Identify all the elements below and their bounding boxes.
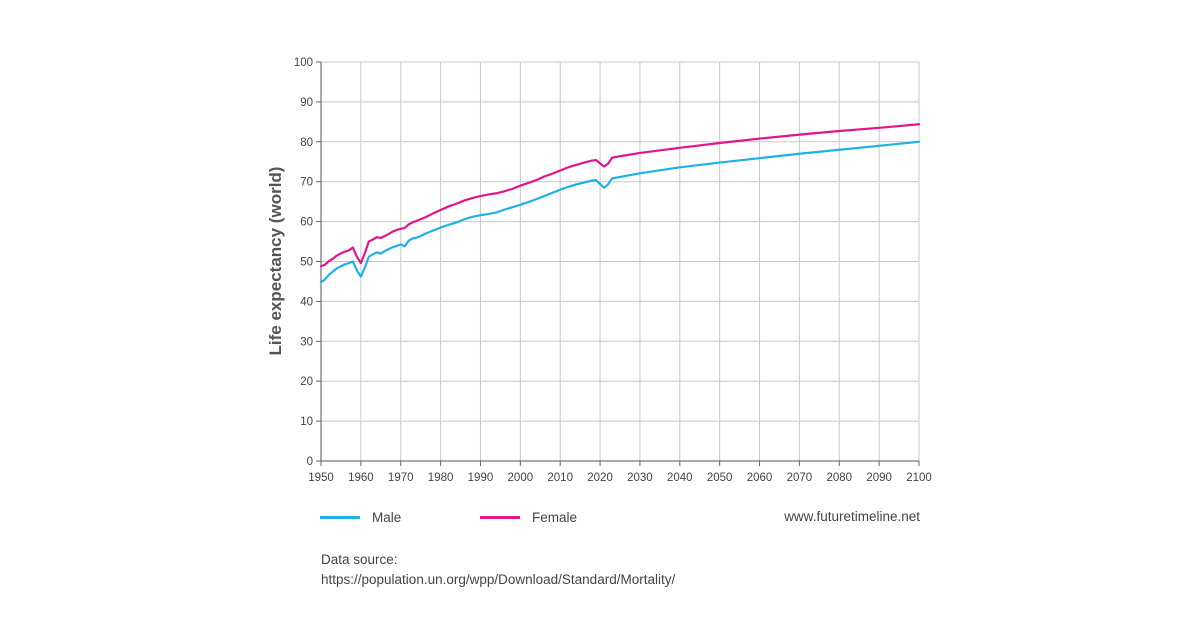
y-tick-label: 50 xyxy=(300,257,313,269)
x-tick-label: 2000 xyxy=(508,472,534,484)
y-tick-label: 0 xyxy=(307,456,313,468)
series-line-female xyxy=(319,123,921,268)
x-tick-label: 2040 xyxy=(667,472,693,484)
source-label: Data source: xyxy=(321,552,398,567)
y-axis-title: Life expectancy (world) xyxy=(266,167,285,356)
x-tick-label: 1950 xyxy=(308,472,334,484)
x-tick-label: 2070 xyxy=(787,472,813,484)
x-tick-label: 2080 xyxy=(826,472,852,484)
grid xyxy=(321,61,920,461)
legend-swatch-female xyxy=(480,515,520,519)
data-source: Data source: https://population.un.org/w… xyxy=(321,550,675,590)
legend-item-female: Female xyxy=(480,507,577,527)
x-tick-label: 2030 xyxy=(627,472,653,484)
axes xyxy=(316,61,920,466)
legend-label-female: Female xyxy=(532,509,578,525)
y-tick-label: 10 xyxy=(300,416,313,428)
x-tick-label: 1970 xyxy=(388,472,414,484)
x-tick-label: 2100 xyxy=(906,472,932,484)
legend-item-male: Male xyxy=(320,507,401,527)
legend-label-male: Male xyxy=(372,509,402,525)
y-tick-label: 80 xyxy=(300,137,313,149)
series-line-male xyxy=(319,140,921,284)
x-tick-label: 2050 xyxy=(707,472,733,484)
y-tick-label: 40 xyxy=(300,296,313,308)
legend: Male Female www.futuretimeline.net xyxy=(320,507,920,527)
watermark: www.futuretimeline.net xyxy=(784,509,920,524)
y-tick-label: 90 xyxy=(300,97,313,109)
x-tick-label: 1980 xyxy=(428,472,454,484)
y-tick-label: 100 xyxy=(294,57,313,69)
x-tick-label: 2010 xyxy=(547,472,573,484)
series-lines xyxy=(319,123,921,284)
y-tick-label: 30 xyxy=(300,336,313,348)
x-tick-label: 2020 xyxy=(587,472,613,484)
x-tick-label: 1960 xyxy=(348,472,374,484)
y-tick-label: 60 xyxy=(300,217,313,229)
source-url: https://population.un.org/wpp/Download/S… xyxy=(321,572,676,587)
y-tick-label: 20 xyxy=(300,376,313,388)
x-tick-label: 2060 xyxy=(747,472,773,484)
x-tick-label: 1990 xyxy=(468,472,494,484)
legend-swatch-male xyxy=(320,515,360,519)
y-tick-label: 70 xyxy=(300,177,313,189)
x-tick-label: 2090 xyxy=(866,472,892,484)
